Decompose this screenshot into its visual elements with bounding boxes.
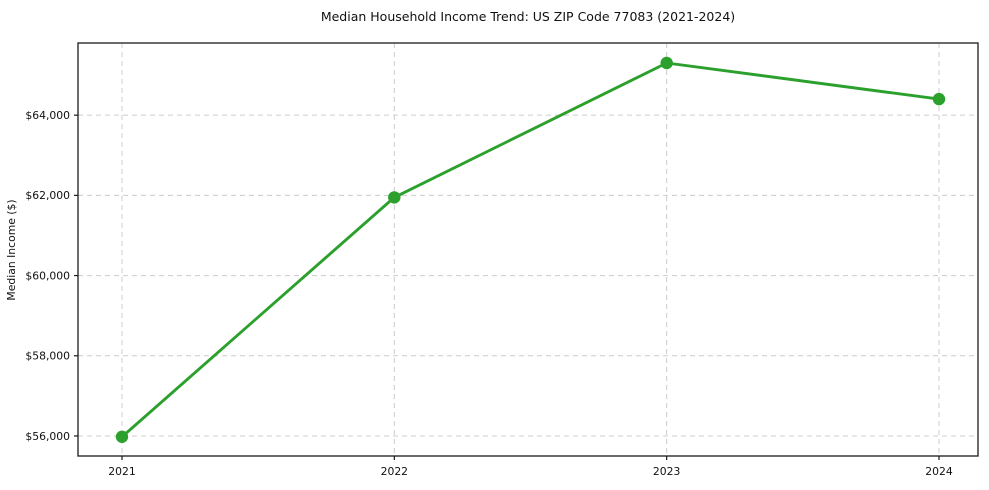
axes-spines bbox=[77, 42, 979, 457]
trend-line bbox=[121, 61, 940, 438]
data-point-2024 bbox=[932, 92, 946, 106]
y-tick-label: $62,000 bbox=[25, 189, 70, 202]
data-point-2021 bbox=[115, 430, 129, 443]
plot-border bbox=[77, 42, 979, 457]
y-axis-label: Median Income ($) bbox=[5, 199, 18, 300]
grid-layer bbox=[78, 43, 978, 456]
y-tick-label: $60,000 bbox=[25, 269, 70, 282]
chart-title: Median Household Income Trend: US ZIP Co… bbox=[321, 9, 735, 24]
x-tick-label: 2023 bbox=[653, 465, 680, 478]
data-point-2023 bbox=[660, 56, 673, 70]
x-tick-label: 2022 bbox=[381, 465, 408, 478]
x-tick-label: 2021 bbox=[108, 465, 135, 478]
y-tick-label: $56,000 bbox=[25, 430, 70, 443]
data-point-2022 bbox=[388, 191, 401, 204]
x-tick-label: 2024 bbox=[925, 465, 953, 478]
tick-layer: $56,000 $58,000 $60,000 $62,000 $64,000 2021 2… bbox=[25, 109, 953, 478]
y-tick-label: $58,000 bbox=[25, 350, 70, 363]
series-layer bbox=[115, 56, 946, 443]
y-tick-label: $64,000 bbox=[25, 109, 70, 122]
